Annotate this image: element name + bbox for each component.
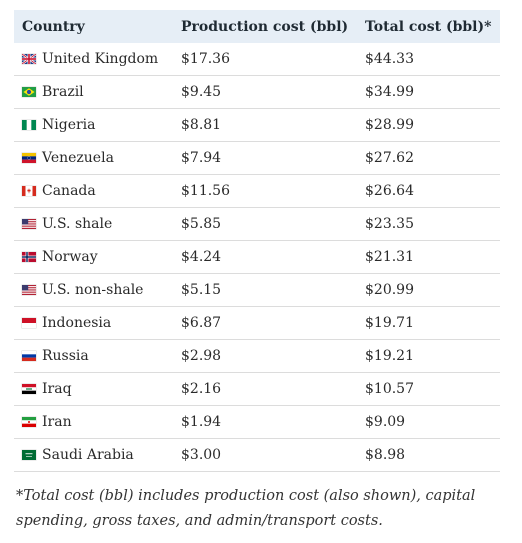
- norway-flag-icon: [22, 252, 36, 262]
- production-cost-cell: $6.87: [173, 306, 357, 340]
- country-name: Indonesia: [42, 315, 112, 331]
- country-name: Nigeria: [42, 117, 96, 133]
- total-cost-cell: $20.99: [357, 273, 500, 307]
- country-cell: Norway: [14, 240, 173, 274]
- saudi-arabia-flag-icon: [22, 450, 36, 460]
- table-row: Indonesia $6.87 $19.71: [14, 306, 500, 340]
- country-name: Brazil: [42, 84, 84, 100]
- uk-flag-icon: [22, 54, 36, 64]
- production-cost-cell: $2.16: [173, 372, 357, 406]
- country-cell: Iran: [14, 405, 173, 439]
- total-cost-cell: $44.33: [357, 43, 500, 76]
- production-cost-cell: $9.45: [173, 75, 357, 109]
- country-cell: Saudi Arabia: [14, 438, 173, 472]
- total-cost-cell: $9.09: [357, 405, 500, 439]
- country-cell: Nigeria: [14, 108, 173, 142]
- iran-flag-icon: [22, 417, 36, 427]
- total-cost-cell: $23.35: [357, 207, 500, 241]
- table-row: Iraq $2.16 $10.57: [14, 372, 500, 406]
- oil-cost-table: Country Production cost (bbl) Total cost…: [14, 10, 500, 472]
- country-name: Russia: [42, 348, 89, 364]
- production-cost-cell: $8.81: [173, 108, 357, 142]
- country-name: Venezuela: [42, 150, 114, 166]
- header-row: Country Production cost (bbl) Total cost…: [14, 10, 500, 43]
- country-cell: Brazil: [14, 75, 173, 109]
- footnote: *Total cost (bbl) includes production co…: [16, 488, 476, 529]
- production-cost-cell: $11.56: [173, 174, 357, 208]
- total-cost-cell: $21.31: [357, 240, 500, 274]
- production-cost-cell: $5.85: [173, 207, 357, 241]
- brazil-flag-icon: [22, 87, 36, 97]
- header-production-cost: Production cost (bbl): [181, 18, 349, 35]
- total-cost-cell: $19.21: [357, 339, 500, 373]
- total-cost-cell: $19.71: [357, 306, 500, 340]
- production-cost-cell: $7.94: [173, 141, 357, 175]
- production-cost-cell: $1.94: [173, 405, 357, 439]
- total-cost-cell: $28.99: [357, 108, 500, 142]
- country-name: Saudi Arabia: [42, 447, 134, 463]
- country-name: U.S. shale: [42, 216, 113, 232]
- venezuela-flag-icon: [22, 153, 36, 163]
- table-row: U.S. shale $5.85 $23.35: [14, 207, 500, 241]
- country-cell: Canada: [14, 174, 173, 208]
- country-cell: U.S. shale: [14, 207, 173, 241]
- country-name: Iran: [42, 414, 72, 430]
- table-body: United Kingdom $17.36 $44.33 Brazil $9.45 $34…: [14, 43, 500, 472]
- us-flag-icon: [22, 219, 36, 229]
- country-name: Norway: [42, 249, 98, 265]
- country-cell: Iraq: [14, 372, 173, 406]
- total-cost-cell: $26.64: [357, 174, 500, 208]
- total-cost-cell: $8.98: [357, 438, 500, 472]
- country-cell: United Kingdom: [14, 43, 173, 76]
- country-name: Canada: [42, 183, 96, 199]
- header-country: Country: [22, 18, 85, 35]
- nigeria-flag-icon: [22, 120, 36, 130]
- russia-flag-icon: [22, 351, 36, 361]
- production-cost-cell: $3.00: [173, 438, 357, 472]
- table-row: United Kingdom $17.36 $44.33: [14, 43, 500, 76]
- country-name: U.S. non-shale: [42, 282, 144, 298]
- table-header: Country Production cost (bbl) Total cost…: [14, 10, 500, 43]
- country-cell: Russia: [14, 339, 173, 373]
- table-row: Norway $4.24 $21.31: [14, 240, 500, 274]
- header-total-cost: Total cost (bbl)*: [365, 18, 492, 35]
- indonesia-flag-icon: [22, 318, 36, 328]
- production-cost-cell: $17.36: [173, 43, 357, 76]
- table-row: Venezuela $7.94 $27.62: [14, 141, 500, 175]
- canada-flag-icon: [22, 186, 36, 196]
- table-row: U.S. non-shale $5.15 $20.99: [14, 273, 500, 307]
- table-row: Nigeria $8.81 $28.99: [14, 108, 500, 142]
- table-row: Brazil $9.45 $34.99: [14, 75, 500, 109]
- total-cost-cell: $10.57: [357, 372, 500, 406]
- country-cell: Venezuela: [14, 141, 173, 175]
- table-row: Canada $11.56 $26.64: [14, 174, 500, 208]
- production-cost-cell: $4.24: [173, 240, 357, 274]
- country-cell: U.S. non-shale: [14, 273, 173, 307]
- table-row: Russia $2.98 $19.21: [14, 339, 500, 373]
- production-cost-cell: $2.98: [173, 339, 357, 373]
- total-cost-cell: $27.62: [357, 141, 500, 175]
- total-cost-cell: $34.99: [357, 75, 500, 109]
- iraq-flag-icon: [22, 384, 36, 394]
- us-flag-icon: [22, 285, 36, 295]
- country-name: Iraq: [42, 381, 72, 397]
- production-cost-cell: $5.15: [173, 273, 357, 307]
- table-row: Iran $1.94 $9.09: [14, 405, 500, 439]
- country-cell: Indonesia: [14, 306, 173, 340]
- country-name: United Kingdom: [42, 51, 159, 67]
- table-row: Saudi Arabia $3.00 $8.98: [14, 438, 500, 472]
